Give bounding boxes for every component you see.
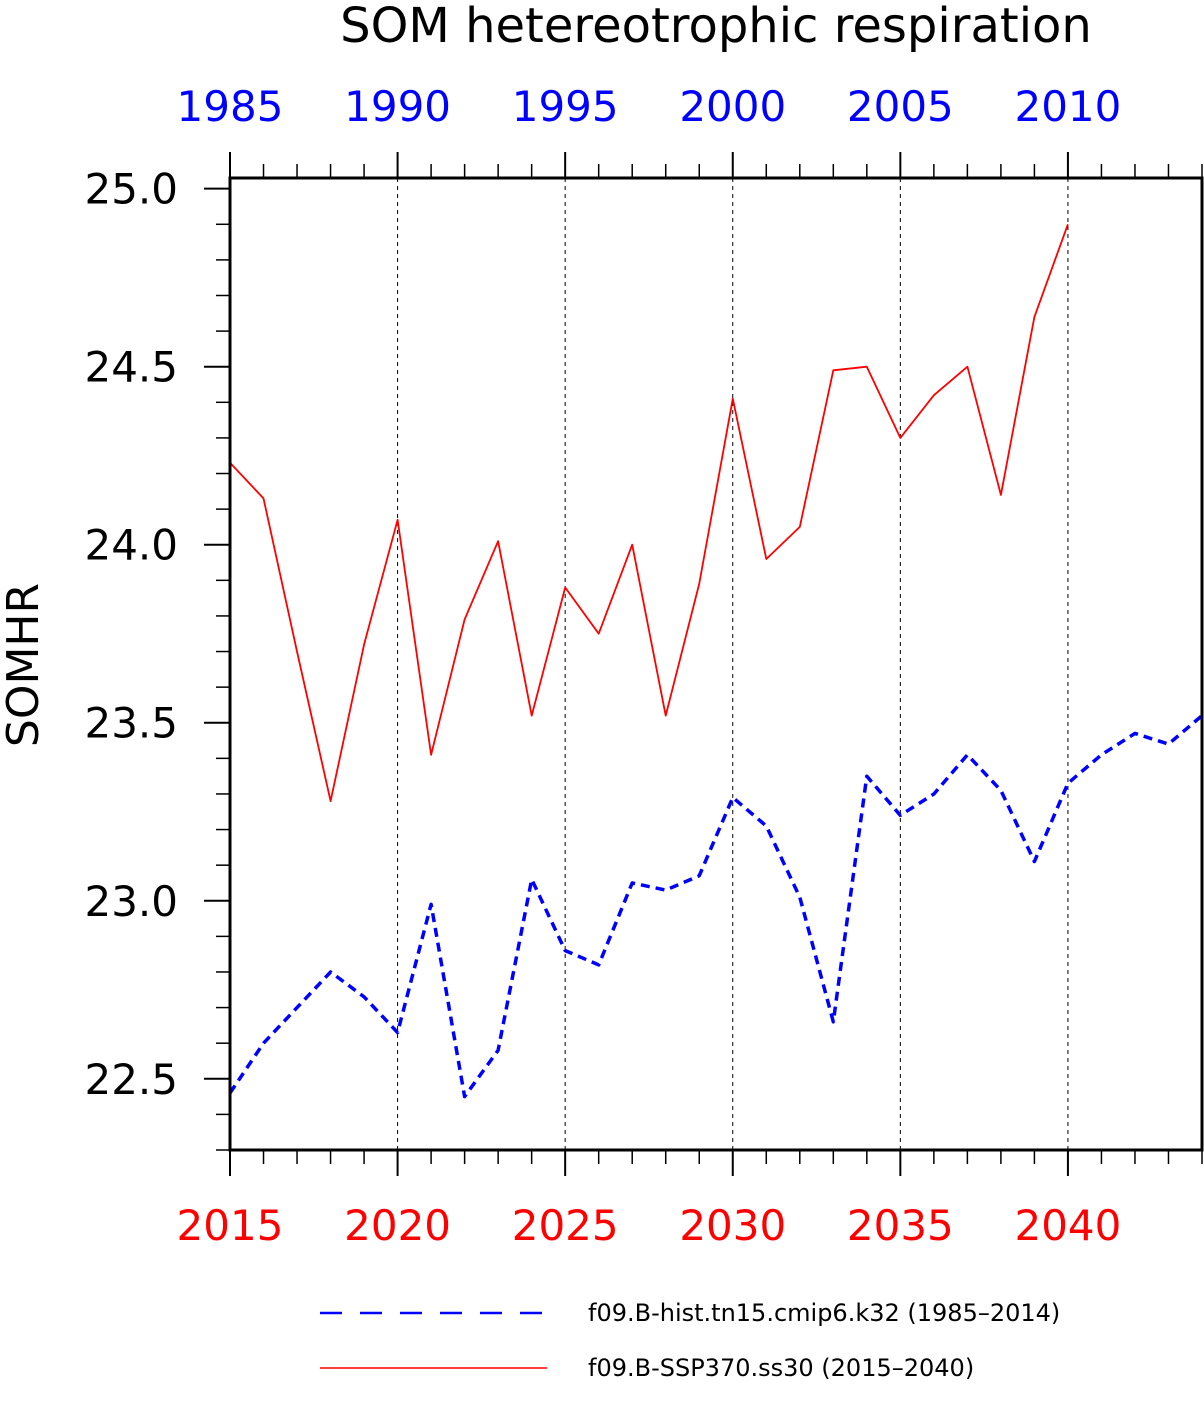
- plot-frame: [228, 176, 1204, 1152]
- series-line-0: [228, 714, 1204, 1099]
- grid-lines: [397, 178, 1069, 1150]
- axis-ticks: [204, 152, 1203, 1176]
- tick-label-top-1990: 1990: [344, 82, 451, 131]
- tick-label-top-1995: 1995: [512, 82, 619, 131]
- tick-label-y-25.0: 25.0: [84, 165, 178, 214]
- tick-label-y-23.0: 23.0: [84, 877, 178, 926]
- legend-label-0: f09.B-hist.tn15.cmip6.k32 (1985–2014): [588, 1299, 1060, 1327]
- tick-label-y-24.5: 24.5: [84, 343, 178, 392]
- axis-tick-labels: 2015 2020 2025 2030 2035 2040 1985 1990 1995 2000…: [84, 82, 1121, 1250]
- series-line-1: [229, 223, 1069, 802]
- tick-label-bottom-2040: 2040: [1014, 1201, 1121, 1250]
- tick-label-y-24.0: 24.0: [84, 521, 178, 570]
- y-axis-label: SOMHR: [0, 583, 49, 747]
- tick-label-bottom-2030: 2030: [679, 1201, 786, 1250]
- tick-label-bottom-2035: 2035: [847, 1201, 954, 1250]
- tick-label-top-2005: 2005: [847, 82, 954, 131]
- tick-label-top-2000: 2000: [679, 82, 786, 131]
- legend-label-1: f09.B-SSP370.ss30 (2015–2040): [588, 1354, 974, 1382]
- tick-label-bottom-2020: 2020: [344, 1201, 451, 1250]
- chart-title: SOM hetereotrophic respiration: [340, 0, 1092, 54]
- legend: f09.B-hist.tn15.cmip6.k32 (1985–2014) f09…: [320, 1299, 1060, 1382]
- tick-label-bottom-2015: 2015: [177, 1201, 284, 1250]
- tick-label-y-22.5: 22.5: [84, 1055, 178, 1104]
- tick-label-top-2010: 2010: [1014, 82, 1121, 131]
- series-layer: [228, 223, 1204, 1099]
- tick-label-top-1985: 1985: [177, 82, 284, 131]
- tick-label-y-23.5: 23.5: [84, 699, 178, 748]
- tick-label-bottom-2025: 2025: [512, 1201, 619, 1250]
